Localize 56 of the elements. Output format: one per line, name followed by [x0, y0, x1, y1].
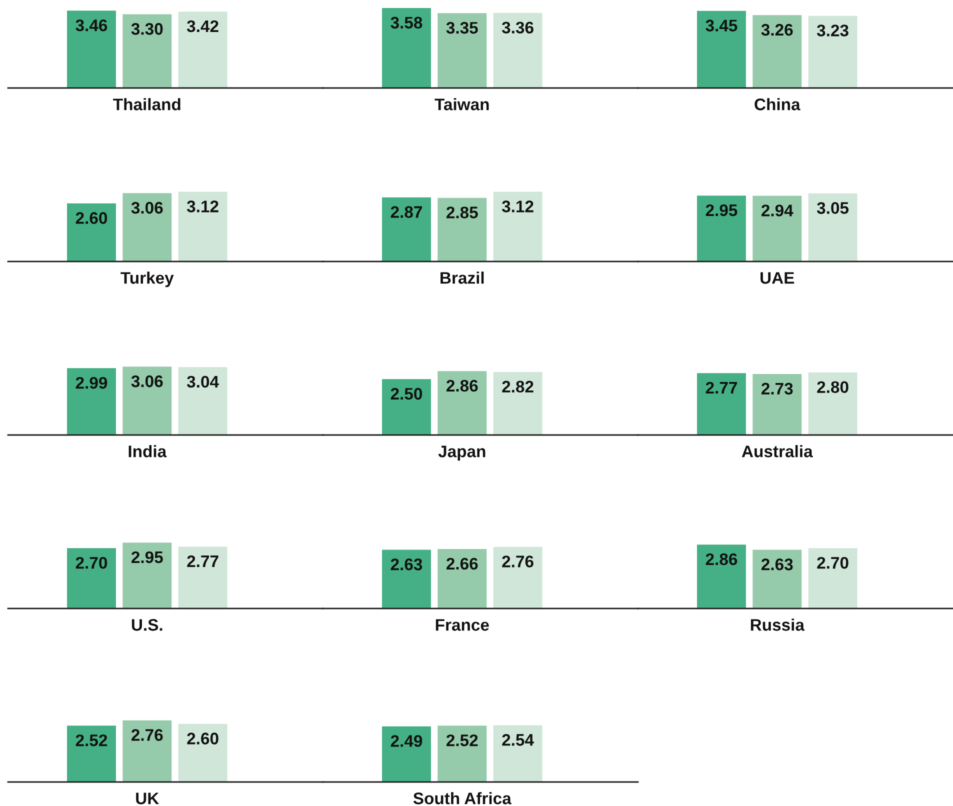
data-label: 2.80 [817, 381, 848, 394]
x-axis-title: UAE [760, 272, 794, 284]
data-label: 3.04 [186, 376, 219, 388]
data-label: 2.66 [446, 558, 478, 570]
data-label: 3.35 [446, 22, 478, 34]
data-label: 2.77 [706, 382, 737, 394]
x-axis-title: Russia [750, 618, 805, 631]
data-label: 2.60 [187, 732, 218, 744]
data-label: 2.70 [76, 556, 108, 569]
data-label: 2.52 [446, 734, 478, 746]
data-label: 2.77 [187, 555, 218, 568]
data-label: 2.70 [817, 556, 848, 569]
data-label: 3.30 [131, 23, 163, 35]
data-label: 2.73 [761, 382, 793, 395]
data-label: 2.63 [390, 558, 422, 570]
data-label: 2.52 [76, 734, 108, 746]
data-label: 2.54 [502, 734, 534, 746]
data-label: 2.99 [76, 376, 108, 389]
data-label: 2.85 [446, 206, 478, 218]
data-label: 3.36 [502, 22, 534, 34]
x-axis-title: France [436, 619, 489, 631]
data-label: 3.42 [186, 20, 218, 32]
data-label: 2.95 [131, 551, 163, 564]
data-label: 2.95 [706, 204, 738, 216]
data-label: 3.46 [76, 19, 108, 32]
x-axis-title: U.S. [132, 619, 162, 631]
data-label: 3.12 [502, 200, 534, 212]
x-axis-title: South Africa [413, 792, 512, 804]
x-axis-title: Japan [438, 446, 486, 461]
data-label: 3.23 [816, 24, 848, 36]
data-label: 2.87 [390, 206, 422, 218]
data-label: 2.82 [502, 380, 534, 393]
x-axis-title: Thailand [113, 98, 180, 110]
data-label: 2.63 [761, 558, 793, 570]
data-label: 2.60 [76, 212, 108, 224]
data-label: 2.86 [446, 380, 478, 392]
data-label: 2.76 [131, 729, 163, 741]
data-label: 3.06 [131, 202, 163, 214]
data-label: 2.94 [761, 204, 794, 216]
data-label: 3.12 [186, 200, 218, 212]
x-axis-title: China [754, 98, 800, 110]
data-label: 3.05 [816, 202, 849, 214]
data-label: 3.26 [761, 24, 793, 36]
data-label: 2.86 [706, 553, 738, 566]
data-label: 2.50 [390, 388, 422, 400]
x-axis-title: Taiwan [434, 98, 489, 110]
x-axis-title: UK [136, 792, 160, 804]
x-axis-title: India [128, 445, 167, 458]
x-axis-title: Turkey [120, 272, 174, 288]
data-label: 3.58 [390, 16, 422, 29]
x-axis-title: Australia [742, 445, 813, 458]
data-label: 2.76 [502, 556, 534, 568]
data-label: 3.06 [131, 375, 163, 388]
data-label: 2.49 [390, 735, 422, 747]
x-axis-title: Brazil [440, 272, 484, 284]
data-label: 3.45 [706, 20, 738, 32]
